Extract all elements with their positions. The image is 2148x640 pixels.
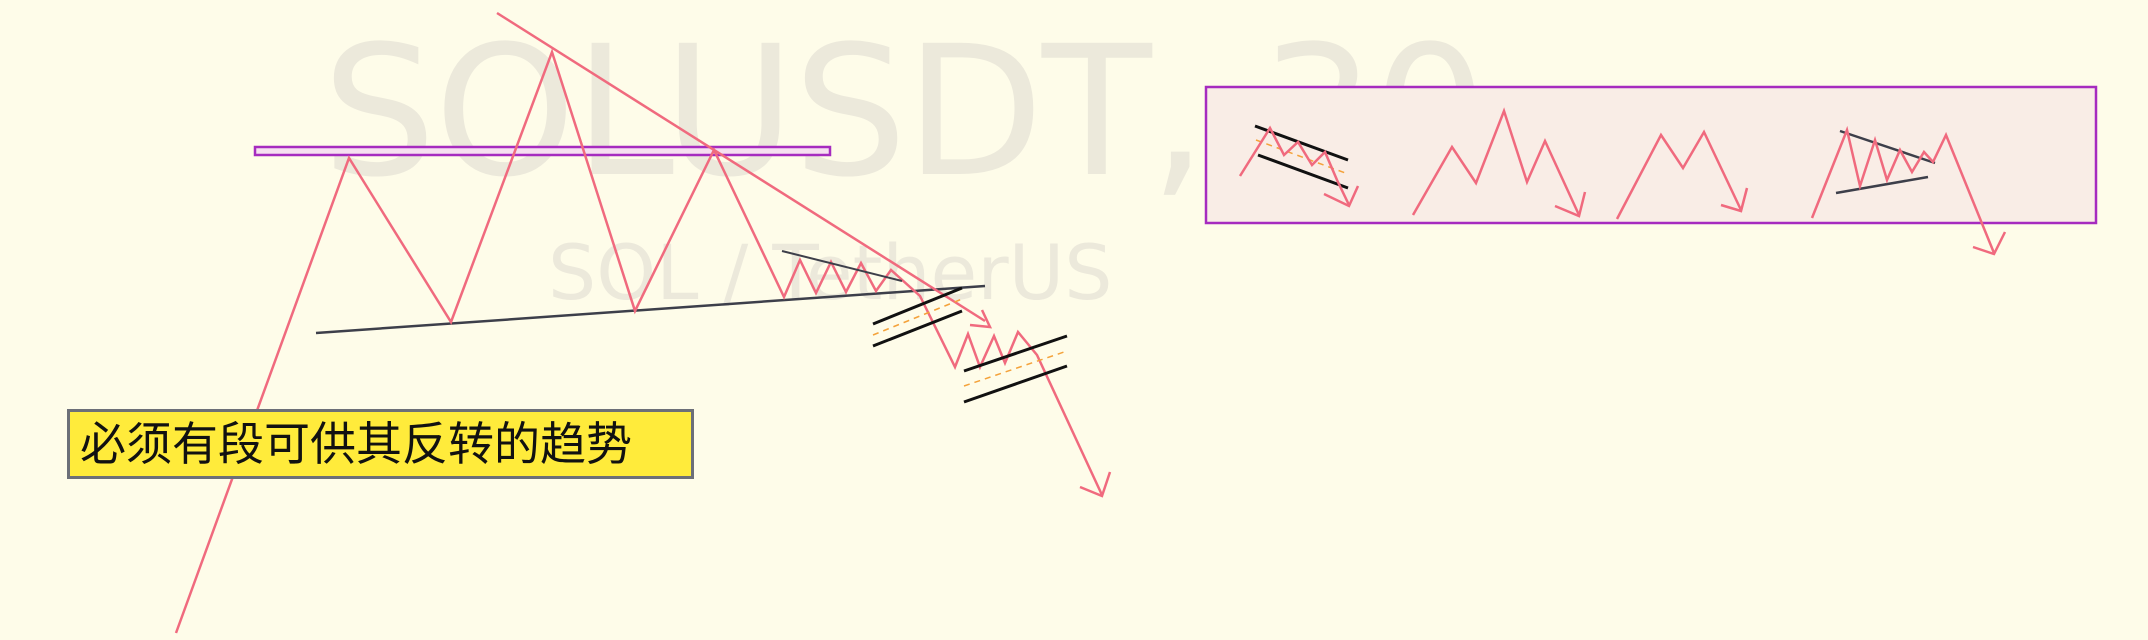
mini-pattern-head-shoulders [1411,107,1587,218]
chart-watermark-pair: SOL / TetherUS [548,228,1113,317]
support-trendline [315,284,986,335]
flag-channel-1 [872,286,963,348]
price-path-arrowhead [1079,471,1112,498]
flag-channel-2 [963,334,1068,404]
mini-pattern-double-top [1615,129,1749,220]
resistance-band [253,145,832,157]
pattern-examples-box [1204,85,2098,225]
trend-requirement-note: 必须有段可供其反转的趋势 [67,409,694,479]
price-path [174,48,1104,634]
descending-trendline [496,11,986,323]
mini-pattern-triangle [1810,125,2007,256]
pennant-trendline [781,250,903,282]
descending-trendline-arrowhead [969,309,993,329]
mini-pattern-channel [1238,124,1360,208]
